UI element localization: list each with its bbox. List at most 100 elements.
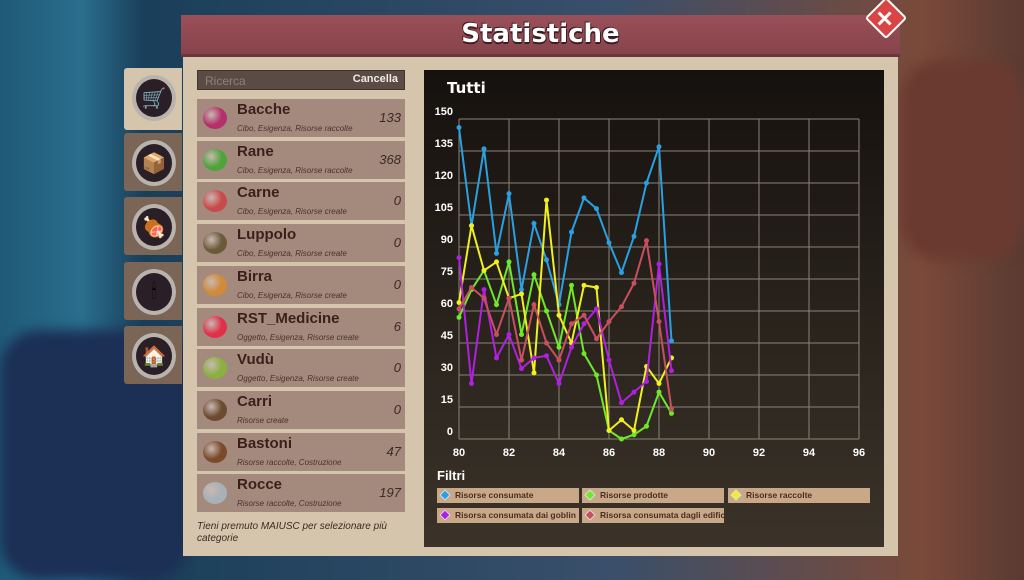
data-point xyxy=(606,319,612,325)
list-item[interactable]: Bastoni Risorse raccolte, Costruzione 47 xyxy=(197,432,405,471)
item-count: 0 xyxy=(393,193,401,209)
food-icon: 🍖 xyxy=(132,204,176,250)
tab-food[interactable]: 🍖 xyxy=(124,197,182,255)
data-point xyxy=(494,250,499,256)
list-item[interactable]: Vudù Oggetto, Esigenza, Risorse create 0 xyxy=(197,349,405,388)
diamond-icon xyxy=(584,509,596,521)
list-item[interactable]: Rane Cibo, Esigenza, Risorse raccolte 36… xyxy=(197,140,405,179)
data-point xyxy=(456,306,462,312)
y-tick-label: 0 xyxy=(447,426,453,438)
data-point xyxy=(519,357,524,363)
data-point xyxy=(644,180,649,186)
data-point xyxy=(556,312,562,318)
item-name: Rane xyxy=(237,142,274,160)
tab-storage[interactable]: 📦 xyxy=(124,133,182,191)
hops-barrel-icon xyxy=(203,232,227,255)
data-point xyxy=(519,331,524,337)
y-tick-label: 60 xyxy=(441,298,453,310)
list-item[interactable]: Bacche Cibo, Esigenza, Risorse raccolte … xyxy=(197,99,405,137)
item-name: Luppolo xyxy=(237,226,297,244)
x-tick-label: 84 xyxy=(553,447,566,459)
data-point xyxy=(544,353,549,359)
tab-items[interactable]: 🕯 xyxy=(124,262,182,320)
item-tags: Cibo, Esigenza, Risorse create xyxy=(237,290,347,300)
filter-toggle[interactable]: Risorsa consumata dagli edifici xyxy=(582,508,728,523)
search-input[interactable]: Ricerca Cancella xyxy=(197,70,405,90)
data-point xyxy=(519,366,524,372)
y-tick-label: 30 xyxy=(441,362,453,374)
data-point xyxy=(481,287,487,293)
item-count: 0 xyxy=(393,276,401,292)
y-tick-label: 15 xyxy=(441,394,453,406)
tab-resources[interactable]: 🛒 xyxy=(124,68,182,130)
data-point xyxy=(456,314,462,320)
series-line xyxy=(458,261,673,441)
list-item[interactable]: Birra Cibo, Esigenza, Risorse create 0 xyxy=(197,265,405,304)
data-point xyxy=(544,308,549,314)
data-point xyxy=(669,368,674,374)
data-point xyxy=(581,282,587,288)
data-point xyxy=(506,331,512,337)
data-point xyxy=(494,302,499,308)
series-line xyxy=(458,257,673,405)
filter-toggle[interactable]: Risorse consumate xyxy=(437,488,579,503)
item-name: RST_Medicine xyxy=(237,309,340,327)
item-name: Carri xyxy=(237,392,273,410)
item-count: 197 xyxy=(379,485,401,501)
y-tick-label: 120 xyxy=(435,170,453,182)
item-count: 0 xyxy=(393,360,401,376)
list-item[interactable]: Rocce Risorse raccolte, Costruzione 197 xyxy=(197,474,405,513)
header-bar: Statistiche xyxy=(181,15,900,57)
data-point xyxy=(506,191,512,197)
data-point xyxy=(669,410,674,416)
data-point xyxy=(581,351,587,357)
item-name: Vudù xyxy=(237,351,274,369)
storage-icon: 📦 xyxy=(132,140,176,186)
list-item[interactable]: Luppolo Cibo, Esigenza, Risorse create 0 xyxy=(197,224,405,263)
building-icon: 🏠 xyxy=(132,333,176,379)
data-point xyxy=(494,259,499,265)
x-tick-label: 96 xyxy=(853,447,865,459)
data-point xyxy=(619,400,624,406)
data-point xyxy=(531,302,537,308)
data-point xyxy=(531,370,537,376)
filter-toggle[interactable]: Risorse raccolte xyxy=(728,488,870,503)
filter-label: Risorsa consumata dai goblin xyxy=(455,510,576,520)
x-tick-label: 90 xyxy=(703,447,715,459)
filter-toggle[interactable]: Risorsa consumata dai goblin xyxy=(437,508,579,523)
data-point xyxy=(456,299,462,305)
data-point xyxy=(631,427,637,433)
data-point xyxy=(556,381,562,387)
list-item[interactable]: Carne Cibo, Esigenza, Risorse create 0 xyxy=(197,182,405,221)
data-point xyxy=(531,221,537,227)
data-point xyxy=(569,282,574,288)
tab-buildings[interactable]: 🏠 xyxy=(124,326,182,384)
background-blur xyxy=(900,60,1024,260)
data-point xyxy=(556,344,562,350)
x-tick-label: 82 xyxy=(503,447,515,459)
data-point xyxy=(656,319,662,325)
y-tick-label: 45 xyxy=(441,330,453,342)
data-point xyxy=(669,406,674,412)
item-count: 0 xyxy=(393,235,401,251)
beer-icon xyxy=(203,273,227,296)
item-name: Birra xyxy=(237,267,273,285)
data-point xyxy=(644,238,649,244)
data-point xyxy=(519,291,524,297)
diamond-icon xyxy=(584,489,596,501)
data-point xyxy=(619,304,624,310)
item-tags: Cibo, Esigenza, Risorse create xyxy=(237,207,347,217)
data-point xyxy=(594,336,599,342)
filter-label: Risorsa consumata dagli edifici xyxy=(600,510,728,520)
data-point xyxy=(631,432,637,438)
data-point xyxy=(594,285,599,291)
list-item[interactable]: Carri Risorse create 0 xyxy=(197,390,405,429)
frog-icon xyxy=(203,148,227,171)
filter-label: Risorse prodotte xyxy=(600,490,669,500)
diamond-icon xyxy=(439,509,451,521)
filter-toggle[interactable]: Risorse prodotte xyxy=(582,488,724,503)
item-count: 133 xyxy=(379,110,401,125)
clear-search-button[interactable]: Cancella xyxy=(352,73,398,85)
list-item[interactable]: RST_Medicine Oggetto, Esigenza, Risorse … xyxy=(197,307,405,346)
line-chart: 0 15 30 45 60 75 90 105 120 135 150 80 82 84 86 88 90 92 9… xyxy=(435,106,865,459)
